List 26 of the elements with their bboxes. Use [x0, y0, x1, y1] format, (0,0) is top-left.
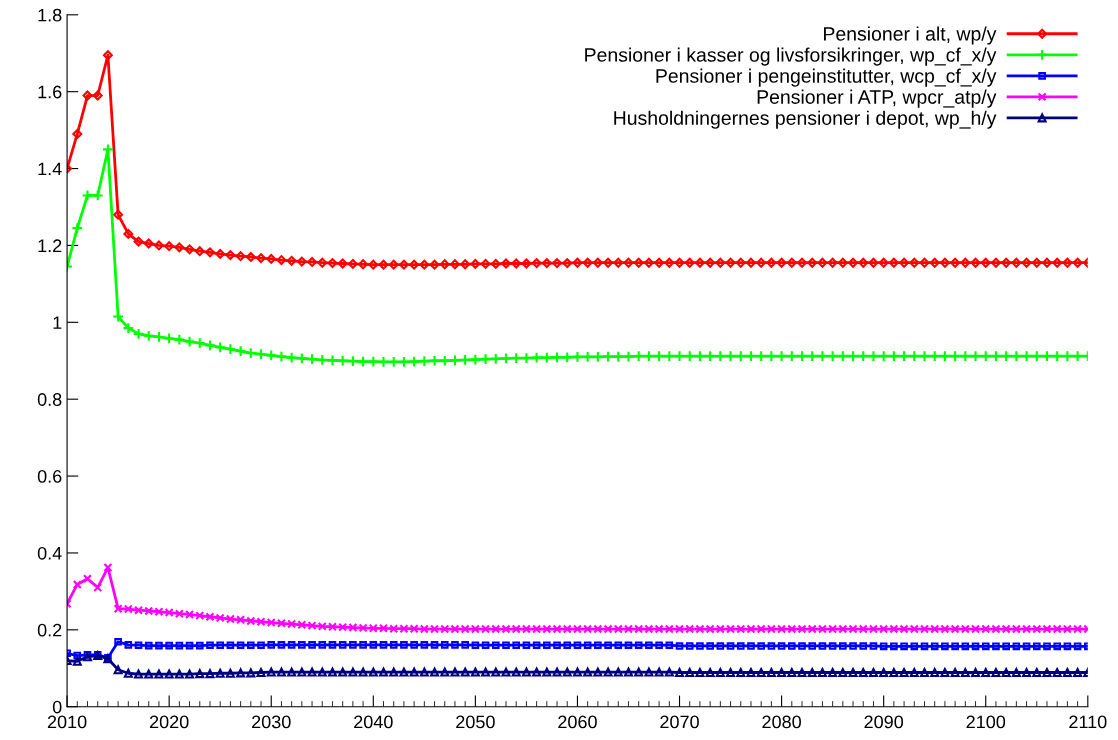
legend-label: Husholdningernes pensioner i depot, wp_h/y — [614, 110, 997, 129]
y-tick-label: 0.8 — [37, 393, 62, 406]
x-tick-label: 2100 — [966, 715, 1006, 729]
legend-label: Pensioner i ATP, wpcr_atp/y — [757, 89, 997, 108]
x-tick-label: 2070 — [660, 715, 699, 729]
x-tick-label: 2030 — [252, 715, 291, 729]
y-tick-label: 0.6 — [37, 470, 62, 483]
y-tick-label: 0.2 — [37, 623, 62, 637]
y-tick-label: 0.4 — [37, 546, 62, 560]
x-tick-label: 2020 — [149, 715, 189, 729]
x-tick-label: 2040 — [354, 715, 393, 729]
x-tick-label: 2050 — [456, 715, 495, 729]
legend-label: Pensioner i kasser og livsforsikringer, wp_cf_x/y — [585, 47, 997, 66]
x-tick-label: 2010 — [47, 715, 87, 729]
x-tick-label: 2090 — [864, 715, 904, 729]
y-tick-label: 1 — [53, 316, 62, 329]
y-tick-label: 1.4 — [38, 162, 62, 176]
x-tick-label: 2080 — [762, 715, 801, 729]
x-tick-label: 2060 — [558, 715, 597, 729]
x-tick-label: 2110 — [1069, 715, 1107, 729]
y-tick-label: 1.2 — [38, 239, 62, 252]
y-tick-label: 1.6 — [38, 85, 62, 99]
y-tick-label: 0 — [52, 700, 62, 714]
y-tick-label: 1.8 — [38, 8, 62, 22]
legend-label: Pensioner i pengeinstitutter, wcp_cf_x/y — [656, 68, 997, 87]
legend-label: Pensioner i alt, wp/y — [824, 26, 997, 45]
